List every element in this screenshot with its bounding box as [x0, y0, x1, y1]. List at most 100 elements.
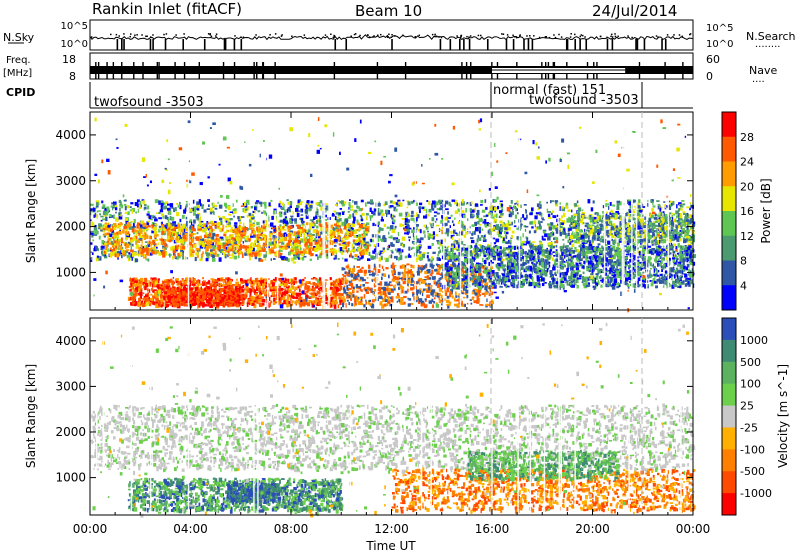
power-cell — [320, 206, 324, 211]
power-cell — [504, 226, 508, 231]
power-cell — [211, 228, 214, 232]
power-cell — [309, 248, 311, 253]
power-cell — [397, 202, 400, 205]
noise-dot — [574, 33, 576, 36]
noise-right-dots: ........ — [755, 39, 780, 50]
power-cell — [316, 290, 319, 293]
power-cell — [173, 233, 175, 237]
power-cell — [494, 221, 497, 224]
cpid-segment-3: twofsound -3503 — [529, 93, 639, 108]
power-cell — [259, 244, 261, 248]
power-cell — [401, 218, 405, 220]
power-cell — [93, 214, 96, 218]
noise-dot — [269, 34, 271, 36]
power-cell — [258, 227, 261, 233]
power-cell — [319, 204, 322, 207]
power-cell — [262, 298, 266, 303]
power-cell — [286, 244, 290, 249]
power-cell — [432, 235, 435, 240]
power-cell — [347, 241, 350, 246]
power-cell — [260, 249, 263, 252]
power-cell — [524, 225, 529, 228]
power-cell — [252, 227, 255, 231]
power-cell — [399, 256, 403, 261]
power-cell — [419, 229, 422, 234]
power-cell — [108, 226, 111, 230]
power-cell — [338, 212, 342, 215]
power-cell — [260, 239, 263, 241]
power-cell — [436, 257, 440, 261]
power-cell — [363, 230, 366, 234]
power-cell — [262, 242, 265, 246]
power-cell — [309, 246, 313, 250]
power-cell — [249, 295, 252, 298]
power-cell — [468, 208, 472, 212]
power-cell — [282, 226, 285, 229]
power-cell — [160, 205, 163, 211]
noise-dot — [118, 35, 121, 37]
power-cell — [242, 208, 245, 213]
power-cell — [522, 214, 525, 218]
power-cell — [119, 207, 121, 212]
power-cell — [202, 242, 205, 247]
noise-dot — [657, 36, 659, 38]
power-cell — [254, 251, 258, 254]
power-cell — [369, 207, 372, 212]
power-cell — [116, 231, 119, 234]
power-cell — [273, 258, 276, 260]
power-cell — [647, 203, 649, 207]
freq-left-tick-bottom: 8 — [69, 70, 76, 83]
power-cell — [307, 281, 311, 284]
power-cell — [471, 250, 475, 254]
noise-dot — [514, 36, 516, 38]
power-cell — [356, 258, 361, 261]
power-cell — [195, 287, 198, 292]
power-cell — [561, 215, 564, 219]
power-cell — [290, 257, 295, 262]
power-cell — [419, 246, 421, 250]
power-cell — [470, 216, 474, 219]
power-cell — [221, 251, 225, 253]
power-cell — [320, 223, 324, 227]
power-cell — [180, 282, 183, 286]
power-cell — [260, 277, 263, 281]
power-cell — [413, 236, 416, 240]
power-cell — [251, 303, 255, 306]
power-cell — [213, 279, 217, 283]
power-cell — [399, 223, 402, 227]
power-cell — [133, 288, 135, 293]
power-cell — [284, 277, 286, 282]
power-cell — [133, 218, 136, 224]
power-cell — [240, 250, 242, 252]
power-cell — [104, 242, 108, 245]
power-cell — [242, 227, 247, 233]
power-cell — [440, 202, 443, 205]
power-cell — [331, 235, 335, 238]
power-cell — [164, 279, 168, 283]
power-cell — [172, 225, 175, 229]
power-cell — [257, 210, 261, 213]
power-cell — [254, 220, 256, 223]
power-cell — [133, 297, 136, 301]
power-cell — [174, 226, 179, 229]
power-cell — [273, 280, 276, 284]
power-cell — [290, 247, 294, 250]
power-cell — [268, 283, 270, 288]
power-cell — [113, 201, 117, 205]
power-cell — [101, 250, 104, 255]
power-cell — [353, 210, 355, 213]
noise-dot — [134, 34, 136, 36]
power-cell — [656, 234, 659, 238]
power-cell — [554, 200, 559, 203]
power-cell — [335, 296, 338, 301]
power-cell — [252, 230, 255, 232]
power-cell — [684, 253, 687, 257]
noise-dot — [627, 35, 629, 37]
noise-dot — [570, 33, 572, 35]
power-cell — [91, 252, 94, 255]
power-cell — [630, 245, 632, 249]
noise-dot — [234, 35, 236, 37]
power-cell — [328, 277, 332, 279]
power-cell — [253, 303, 257, 309]
power-cell — [399, 250, 402, 254]
